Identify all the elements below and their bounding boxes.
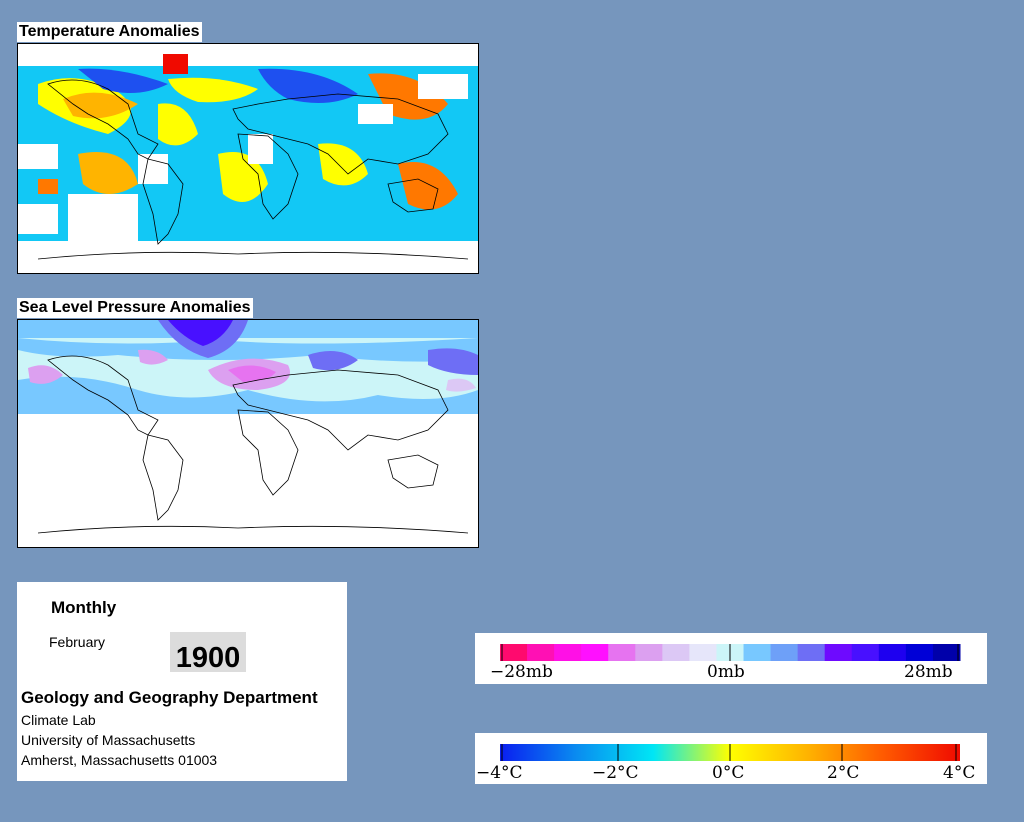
pressure-label-min: −28mb: [490, 662, 553, 682]
department-label: Geology and Geography Department: [21, 688, 318, 707]
pressure-swatch: [581, 644, 609, 661]
pressure-swatch: [500, 644, 528, 661]
temperature-label-0: 0°C: [712, 763, 744, 783]
temperature-label-m4: −4°C: [476, 763, 523, 783]
mode-label: Monthly: [51, 598, 117, 617]
pressure-swatch: [797, 644, 826, 661]
pressure-swatch: [905, 644, 934, 661]
pressure-swatch: [527, 644, 555, 661]
month-label: February: [49, 634, 106, 650]
pressure-swatch: [770, 644, 799, 661]
pressure-swatch: [743, 644, 772, 661]
temperature-label-m2: −2°C: [592, 763, 639, 783]
pressure-swatch: [689, 644, 717, 661]
university-label: University of Massachusetts: [21, 732, 196, 748]
temperature-label-4: 4°C: [943, 763, 975, 783]
pressure-legend: −28mb 0mb 28mb: [475, 633, 987, 684]
pressure-swatch: [662, 644, 690, 661]
pressure-swatch: [635, 644, 663, 661]
pressure-label-mid: 0mb: [707, 662, 745, 682]
pressure-swatch: [851, 644, 880, 661]
temperature-title: Temperature Anomalies: [17, 22, 202, 42]
pressure-swatch: [932, 644, 961, 661]
temperature-ticks: [501, 744, 957, 761]
pressure-swatch: [608, 644, 636, 661]
info-box: Monthly February 1900 Geology and Geogra…: [17, 582, 347, 781]
pressure-title: Sea Level Pressure Anomalies: [17, 298, 253, 318]
pressure-swatch: [878, 644, 907, 661]
pressure-label-max: 28mb: [904, 662, 953, 682]
temperature-legend: −4°C −2°C 0°C 2°C 4°C: [475, 733, 987, 784]
lab-label: Climate Lab: [21, 712, 96, 728]
pressure-swatch: [554, 644, 582, 661]
pressure-swatches: [500, 644, 961, 661]
address-label: Amherst, Massachusetts 01003: [21, 752, 218, 768]
year-display: 1900: [170, 632, 246, 674]
pressure-swatch: [824, 644, 853, 661]
pressure-map: [17, 319, 479, 548]
temperature-map: [17, 43, 479, 274]
temperature-label-2: 2°C: [827, 763, 859, 783]
